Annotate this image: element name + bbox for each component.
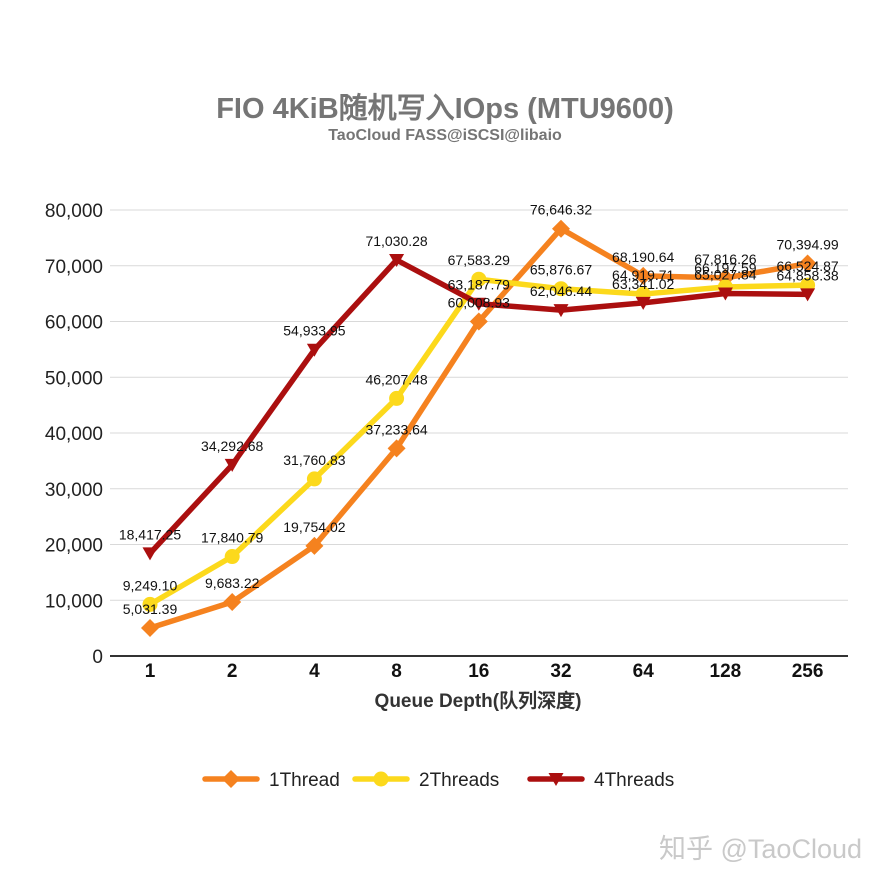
legend-item-1thread: 1Thread bbox=[202, 770, 340, 791]
point-marker bbox=[373, 771, 389, 787]
x-tick-label: 8 bbox=[391, 661, 402, 682]
x-axis-ticks: 1 2 4 8 16 32 64 128 256 bbox=[145, 661, 824, 682]
point-marker bbox=[389, 390, 405, 406]
point-marker bbox=[717, 287, 733, 301]
data-label: 9,683.22 bbox=[205, 575, 260, 591]
point-marker bbox=[387, 439, 406, 458]
y-tick-label: 0 bbox=[92, 647, 103, 668]
data-label: 9,249.10 bbox=[123, 577, 178, 593]
point-marker bbox=[142, 596, 158, 612]
x-tick-label: 16 bbox=[468, 661, 489, 682]
data-label: 70,394.99 bbox=[776, 237, 838, 253]
chart-subtitle: TaoCloud FASS@iSCSI@libaio bbox=[328, 127, 562, 144]
point-marker bbox=[305, 536, 324, 555]
point-marker bbox=[553, 281, 569, 297]
point-marker bbox=[224, 549, 240, 565]
point-marker bbox=[142, 547, 158, 561]
data-label: 18,417.25 bbox=[119, 526, 181, 542]
data-label: 66,197.59 bbox=[694, 260, 756, 276]
legend-label: 4Threads bbox=[594, 770, 674, 791]
legend-item-4threads: 4Threads bbox=[527, 770, 674, 791]
data-label: 17,840.79 bbox=[201, 530, 263, 546]
legend-label: 2Threads bbox=[419, 770, 499, 791]
data-label: 76,646.32 bbox=[530, 202, 592, 218]
point-marker bbox=[224, 458, 240, 472]
data-label: 62,046.44 bbox=[530, 283, 592, 299]
data-label: 65,027.84 bbox=[694, 266, 756, 282]
data-label: 65,876.67 bbox=[530, 262, 592, 278]
point-marker bbox=[552, 219, 570, 238]
legend-item-2threads: 2Threads bbox=[352, 770, 499, 791]
data-label: 37,233.64 bbox=[365, 421, 427, 437]
point-marker bbox=[222, 770, 240, 788]
point-marker bbox=[306, 471, 322, 487]
data-label: 64,919.71 bbox=[612, 267, 674, 283]
y-axis-ticks: 0 10,000 20,000 30,000 40,000 50,000 60,000 70,… bbox=[45, 201, 103, 668]
point-marker bbox=[471, 297, 487, 311]
y-tick-label: 50,000 bbox=[45, 368, 103, 389]
x-tick-label: 256 bbox=[792, 661, 824, 682]
point-marker bbox=[141, 618, 159, 637]
data-label: 63,341.02 bbox=[612, 276, 674, 292]
data-label: 67,816.26 bbox=[694, 251, 756, 267]
legend: 1Thread 2Threads 4Threads bbox=[202, 770, 674, 791]
data-label: 54,933.95 bbox=[283, 323, 345, 339]
data-label: 63,187.79 bbox=[448, 277, 510, 293]
y-tick-label: 30,000 bbox=[45, 480, 103, 501]
y-tick-label: 60,000 bbox=[45, 313, 103, 334]
y-tick-label: 70,000 bbox=[45, 257, 103, 278]
y-tick-label: 80,000 bbox=[45, 201, 103, 222]
x-tick-label: 1 bbox=[145, 661, 156, 682]
point-marker bbox=[389, 254, 405, 268]
data-label: 60,008.93 bbox=[448, 295, 510, 311]
data-label: 67,583.29 bbox=[448, 252, 510, 268]
legend-label: 1Thread bbox=[269, 770, 340, 791]
point-marker bbox=[469, 312, 488, 331]
point-marker bbox=[548, 773, 564, 786]
point-marker bbox=[634, 266, 653, 285]
y-tick-label: 40,000 bbox=[45, 424, 103, 445]
series-4threads bbox=[142, 254, 816, 561]
data-label: 64,858.38 bbox=[776, 267, 838, 283]
x-tick-label: 128 bbox=[710, 661, 742, 682]
y-tick-label: 20,000 bbox=[45, 536, 103, 557]
point-marker bbox=[635, 296, 651, 310]
point-marker bbox=[306, 343, 322, 357]
point-marker bbox=[223, 593, 242, 612]
data-label: 31,760.83 bbox=[283, 452, 345, 468]
point-marker bbox=[471, 271, 487, 287]
x-tick-label: 32 bbox=[550, 661, 571, 682]
y-tick-label: 10,000 bbox=[45, 591, 103, 612]
data-label: 71,030.28 bbox=[365, 233, 427, 249]
data-label: 46,207.48 bbox=[365, 371, 427, 387]
data-label: 5,031.39 bbox=[123, 601, 178, 617]
data-labels: 5,031.39 9,683.22 19,754.02 37,233.64 76,646… bbox=[119, 202, 839, 617]
data-label: 19,754.02 bbox=[283, 519, 345, 535]
data-label: 68,190.64 bbox=[612, 249, 674, 265]
point-marker bbox=[800, 288, 816, 302]
x-tick-label: 2 bbox=[227, 661, 238, 682]
data-label: 66,524.87 bbox=[776, 258, 838, 274]
chart-title: FIO 4KiB随机写入IOps (MTU9600) bbox=[216, 92, 674, 125]
x-tick-label: 64 bbox=[633, 661, 655, 682]
series bbox=[141, 219, 817, 637]
x-tick-label: 4 bbox=[309, 661, 320, 682]
point-marker bbox=[798, 254, 817, 273]
watermark: 知乎 @TaoCloud bbox=[659, 834, 862, 864]
x-axis-label: Queue Depth(队列深度) bbox=[375, 689, 582, 712]
point-marker bbox=[553, 304, 569, 318]
data-label: 34,292.68 bbox=[201, 438, 263, 454]
